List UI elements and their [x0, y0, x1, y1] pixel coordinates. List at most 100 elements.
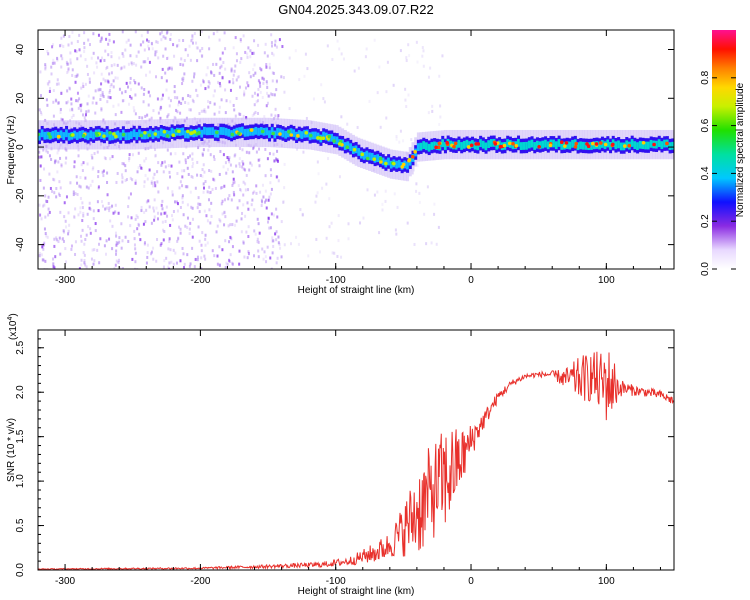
spectrogram-noise-point — [170, 67, 173, 71]
snr-ytick-label: 0.5 — [15, 518, 26, 532]
spectrogram-noise-point — [96, 248, 99, 252]
spectrogram-noise-point — [336, 254, 339, 258]
spectrogram-noise-point — [224, 111, 227, 115]
spectrogram-noise-point — [170, 214, 173, 218]
spectrogram-noise-point — [275, 261, 278, 265]
spectrogram-noise-point — [240, 230, 243, 234]
spectrogram-noise-point — [135, 214, 138, 218]
spectrogram-noise-point — [114, 210, 117, 214]
spectrogram-peak — [153, 132, 158, 136]
spectrogram-noise-point — [206, 219, 209, 223]
spectrogram-noise-point — [199, 173, 202, 177]
spectrogram-band-core — [135, 132, 139, 140]
spectrogram-band-core — [268, 130, 272, 139]
spectrogram-peak — [627, 143, 632, 148]
spectrogram-peak — [304, 130, 309, 135]
spectrogram-noise-point — [164, 47, 167, 51]
spectrogram-noise-point — [108, 237, 111, 241]
spectrogram-noise-point — [154, 184, 157, 188]
spectrogram-noise-point — [177, 103, 180, 107]
spectrogram-noise-point — [134, 93, 137, 97]
spectrogram-noise-point — [236, 206, 239, 210]
spectrogram-noise-point — [80, 109, 83, 113]
spectrogram-noise-point — [257, 158, 260, 162]
spectrogram-band-core — [646, 141, 650, 150]
spectrogram-band-core — [457, 139, 461, 148]
spectrogram-noise-point — [143, 210, 146, 214]
spectrogram-noise-point — [124, 235, 127, 239]
spectrogram-noise-point — [54, 98, 57, 102]
spectrogram-peak — [360, 152, 365, 157]
spectrogram-noise-point — [51, 61, 54, 65]
spectrogram-noise-point — [44, 63, 47, 67]
spectrogram-noise-point — [283, 162, 286, 166]
spectrogram-noise-point — [253, 103, 256, 107]
spectrogram-noise-point — [187, 94, 190, 98]
spectrogram-noise-point — [187, 101, 190, 105]
spectrogram-noise-point — [162, 265, 165, 269]
spectrogram-noise-point — [161, 199, 164, 203]
spectrogram-noise-point — [169, 223, 172, 227]
spectrogram-band-core — [124, 132, 128, 141]
spectrogram-noise-point — [274, 232, 277, 236]
spectrogram-noise-point — [83, 50, 86, 54]
spectrogram-noise-point — [238, 162, 241, 166]
spectrogram-noise-point — [406, 221, 409, 225]
spectrogram-noise-point — [179, 180, 182, 184]
spectrogram-noise-point — [140, 86, 143, 90]
spectrogram-noise-point — [147, 39, 150, 43]
spectrogram-noise-point — [181, 96, 184, 100]
snr-series-line — [38, 351, 674, 570]
spectrogram-noise-point — [321, 186, 324, 190]
spectrogram-noise-point — [83, 258, 86, 262]
spectrogram-noise-point — [92, 32, 95, 36]
spectrogram-noise-point — [52, 100, 55, 104]
spectrogram-noise-point — [104, 49, 107, 53]
spectrogram-noise-point — [215, 62, 218, 66]
spectrogram-noise-point — [65, 260, 68, 264]
spectrogram-noise-point — [153, 181, 156, 185]
snr-frame — [37, 329, 675, 571]
spectrogram-band-core — [173, 129, 177, 138]
spectrogram-noise-point — [79, 54, 82, 58]
spectrogram-noise-point — [70, 115, 73, 119]
spectrogram-noise-point — [40, 155, 43, 159]
spectrogram-noise-point — [268, 195, 271, 199]
spectrogram-noise-point — [266, 91, 269, 95]
spectrogram-noise-point — [191, 235, 194, 239]
spectrogram-noise-point — [81, 82, 84, 86]
spectrogram-noise-point — [264, 189, 267, 193]
spectrogram-noise-point — [76, 73, 79, 77]
spectrogram-noise-point — [178, 160, 181, 164]
spectrogram-noise-point — [60, 163, 63, 167]
spectrogram-noise-point — [160, 76, 163, 80]
spectrogram-noise-point — [258, 158, 261, 162]
spectrogram-noise-point — [159, 107, 162, 111]
spectrogram-noise-point — [121, 99, 124, 103]
spectrogram-noise-point — [154, 153, 157, 157]
spectrogram-noise-point — [240, 217, 243, 221]
spectrogram-noise-point — [165, 205, 168, 209]
spectrogram-noise-point — [265, 198, 268, 202]
spectrogram-noise-point — [111, 247, 114, 251]
spectrogram-noise-point — [169, 248, 172, 252]
spectrogram-noise-point — [252, 68, 255, 72]
spectrogram-noise-point — [127, 196, 130, 200]
spectrogram-noise-point — [261, 183, 264, 187]
spectrogram-noise-point — [229, 253, 232, 257]
spectrogram-noise-point — [74, 207, 77, 211]
spectrogram-noise-point — [125, 178, 128, 182]
spectrogram-noise-point — [274, 107, 277, 111]
spectrogram-noise-point — [47, 83, 50, 87]
spectrogram-noise-point — [203, 108, 206, 112]
spectrogram-noise-point — [112, 79, 115, 83]
spectrogram-noise-point — [247, 252, 250, 256]
spectrogram-noise-point — [160, 203, 163, 207]
spectrogram-band-core — [143, 131, 147, 140]
spectrogram-noise-point — [171, 218, 174, 222]
spectrogram-noise-point — [216, 262, 219, 266]
spectrogram-noise-point — [63, 215, 66, 219]
spectrogram-noise-point — [157, 111, 160, 115]
spectrogram-noise-point — [243, 255, 246, 259]
